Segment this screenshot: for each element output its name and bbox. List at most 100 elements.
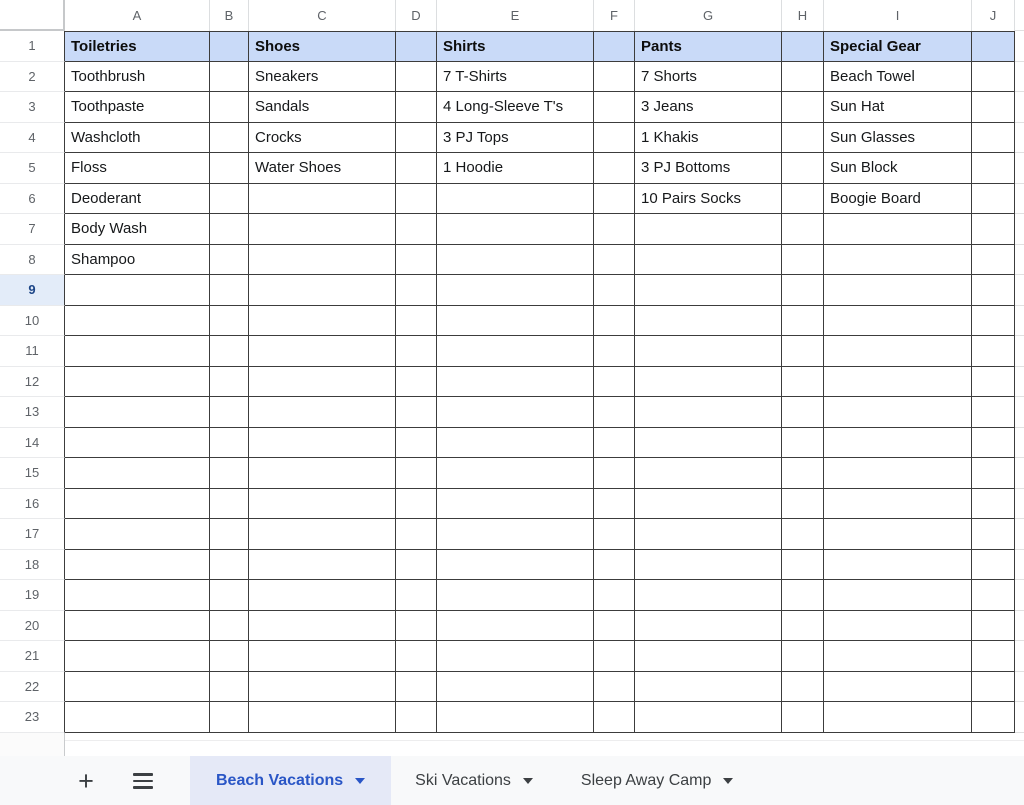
cell-H11[interactable]	[782, 336, 824, 367]
row-header-6[interactable]: 6	[0, 183, 65, 214]
cell-G10[interactable]	[635, 305, 782, 336]
cell-E23[interactable]	[437, 702, 594, 733]
cell-B18[interactable]	[210, 549, 249, 580]
row-header-12[interactable]: 12	[0, 366, 65, 397]
cell-F15[interactable]	[594, 458, 635, 489]
column-header-H[interactable]: H	[782, 0, 824, 31]
cell-E10[interactable]	[437, 305, 594, 336]
cell-J20[interactable]	[972, 610, 1015, 641]
cell-I14[interactable]	[824, 427, 972, 458]
row-header-9[interactable]: 9	[0, 275, 65, 306]
cell-I4[interactable]: Sun Glasses	[824, 122, 972, 153]
cell-H21[interactable]	[782, 641, 824, 672]
cell-F16[interactable]	[594, 488, 635, 519]
cell-B7[interactable]	[210, 214, 249, 245]
cell-B2[interactable]	[210, 61, 249, 92]
cell-C2[interactable]: Sneakers	[249, 61, 396, 92]
sheet-tab-beach-vacations[interactable]: Beach Vacations	[190, 756, 392, 805]
cell-J1[interactable]	[972, 31, 1015, 62]
cell-A9[interactable]	[65, 275, 210, 306]
cell-B1[interactable]	[210, 31, 249, 62]
cell-C15[interactable]	[249, 458, 396, 489]
cell-B19[interactable]	[210, 580, 249, 611]
select-all-corner[interactable]	[0, 0, 65, 31]
cell-A4[interactable]: Washcloth	[65, 122, 210, 153]
cell-D18[interactable]	[396, 549, 437, 580]
cell-J18[interactable]	[972, 549, 1015, 580]
cell-F6[interactable]	[594, 183, 635, 214]
cell-J22[interactable]	[972, 671, 1015, 702]
cell-G22[interactable]	[635, 671, 782, 702]
cell-A16[interactable]	[65, 488, 210, 519]
cell-G11[interactable]	[635, 336, 782, 367]
cell-G16[interactable]	[635, 488, 782, 519]
cell-J16[interactable]	[972, 488, 1015, 519]
cell-D16[interactable]	[396, 488, 437, 519]
cell-F1[interactable]	[594, 31, 635, 62]
column-header-A[interactable]: A	[65, 0, 210, 31]
cell-J10[interactable]	[972, 305, 1015, 336]
cell-I9[interactable]	[824, 275, 972, 306]
cell-G15[interactable]	[635, 458, 782, 489]
cell-H22[interactable]	[782, 671, 824, 702]
cell-H14[interactable]	[782, 427, 824, 458]
cell-J15[interactable]	[972, 458, 1015, 489]
cell-C19[interactable]	[249, 580, 396, 611]
cell-H8[interactable]	[782, 244, 824, 275]
cell-I16[interactable]	[824, 488, 972, 519]
cell-E4[interactable]: 3 PJ Tops	[437, 122, 594, 153]
cell-D20[interactable]	[396, 610, 437, 641]
column-header-B[interactable]: B	[210, 0, 249, 31]
cell-A23[interactable]	[65, 702, 210, 733]
cell-I5[interactable]: Sun Block	[824, 153, 972, 184]
cell-B4[interactable]	[210, 122, 249, 153]
cell-C11[interactable]	[249, 336, 396, 367]
cell-B17[interactable]	[210, 519, 249, 550]
cell-H17[interactable]	[782, 519, 824, 550]
cell-B11[interactable]	[210, 336, 249, 367]
cell-G6[interactable]: 10 Pairs Socks	[635, 183, 782, 214]
cell-D17[interactable]	[396, 519, 437, 550]
cell-E3[interactable]: 4 Long-Sleeve T's	[437, 92, 594, 123]
cell-G5[interactable]: 3 PJ Bottoms	[635, 153, 782, 184]
cell-I21[interactable]	[824, 641, 972, 672]
cell-E19[interactable]	[437, 580, 594, 611]
cell-H23[interactable]	[782, 702, 824, 733]
cell-E17[interactable]	[437, 519, 594, 550]
cell-A14[interactable]	[65, 427, 210, 458]
cell-A20[interactable]	[65, 610, 210, 641]
sheet-tab-sleep-away-camp[interactable]: Sleep Away Camp	[557, 756, 757, 805]
cell-B15[interactable]	[210, 458, 249, 489]
row-header-20[interactable]: 20	[0, 610, 65, 641]
cell-G8[interactable]	[635, 244, 782, 275]
cell-I20[interactable]	[824, 610, 972, 641]
cell-D4[interactable]	[396, 122, 437, 153]
column-header-G[interactable]: G	[635, 0, 782, 31]
cell-E22[interactable]	[437, 671, 594, 702]
row-header-2[interactable]: 2	[0, 61, 65, 92]
cell-H9[interactable]	[782, 275, 824, 306]
cell-D2[interactable]	[396, 61, 437, 92]
row-header-19[interactable]: 19	[0, 580, 65, 611]
cell-E14[interactable]	[437, 427, 594, 458]
cell-A19[interactable]	[65, 580, 210, 611]
cell-E11[interactable]	[437, 336, 594, 367]
cell-H12[interactable]	[782, 366, 824, 397]
cell-H15[interactable]	[782, 458, 824, 489]
cell-E13[interactable]	[437, 397, 594, 428]
cell-F14[interactable]	[594, 427, 635, 458]
row-header-3[interactable]: 3	[0, 92, 65, 123]
cell-F10[interactable]	[594, 305, 635, 336]
cell-D23[interactable]	[396, 702, 437, 733]
cell-D5[interactable]	[396, 153, 437, 184]
cell-B20[interactable]	[210, 610, 249, 641]
cell-H3[interactable]	[782, 92, 824, 123]
chevron-down-icon[interactable]	[723, 777, 734, 784]
cell-A6[interactable]: Deoderant	[65, 183, 210, 214]
cell-H2[interactable]	[782, 61, 824, 92]
cell-D15[interactable]	[396, 458, 437, 489]
cell-F8[interactable]	[594, 244, 635, 275]
cell-A5[interactable]: Floss	[65, 153, 210, 184]
cell-B3[interactable]	[210, 92, 249, 123]
cell-A8[interactable]: Shampoo	[65, 244, 210, 275]
